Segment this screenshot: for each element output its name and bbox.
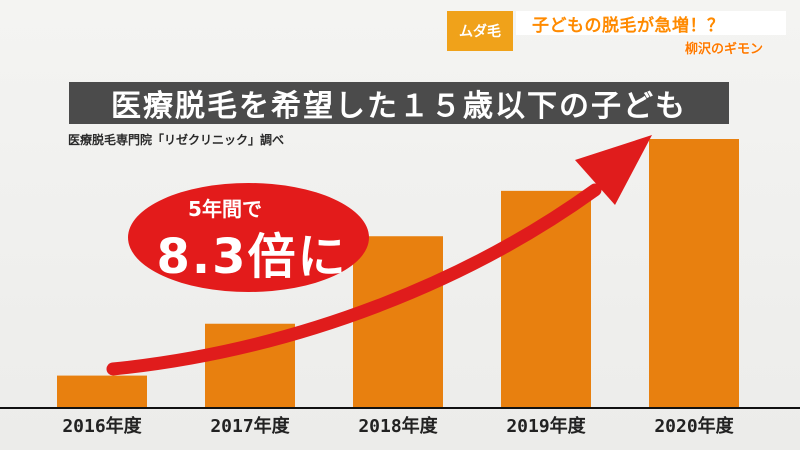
bar-2018年度 <box>353 236 443 408</box>
chart-title: 医療脱毛を希望した１５歳以下の子ども <box>69 82 729 124</box>
growth-arrow <box>106 135 652 376</box>
highlight-badge-value: 8.3倍に <box>156 229 348 285</box>
caption-tag: ムダ毛 <box>447 11 513 51</box>
source-note: 医療脱毛専門院「リゼクリニック」調べ <box>68 133 285 147</box>
x-tick-label: 2016年度 <box>62 415 142 437</box>
x-tick-label: 2019年度 <box>506 415 586 437</box>
caption-segment-title: 柳沢のギモン <box>684 41 763 57</box>
x-tick-label: 2017年度 <box>210 415 290 437</box>
bar-2020年度 <box>649 139 739 408</box>
growth-arrow-shaft <box>106 183 602 376</box>
x-tick-label: 2020年度 <box>654 415 734 437</box>
growth-arrow-head <box>575 135 652 205</box>
highlight-badge-caption: 5年間で <box>188 197 262 221</box>
x-tick-label: 2018年度 <box>358 415 438 437</box>
caption-headline: 子どもの脱毛が急増！？ <box>516 11 786 36</box>
bar-2016年度 <box>57 375 147 408</box>
highlight-badge <box>128 183 369 292</box>
